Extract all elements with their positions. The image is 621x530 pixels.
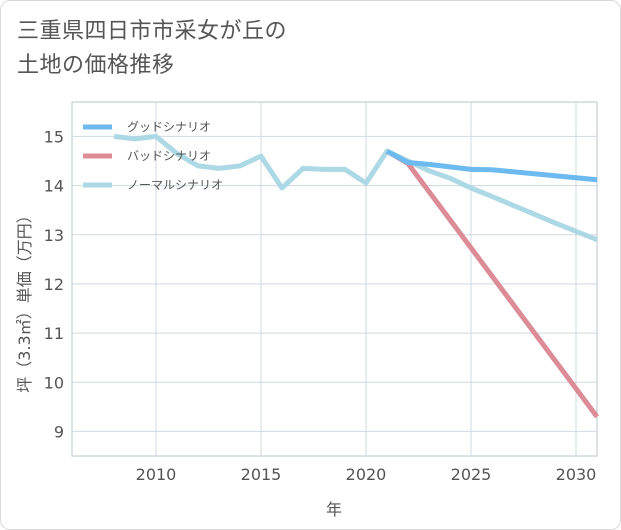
legend-label: バッドシナリオ <box>127 149 211 163</box>
series-line-0 <box>113 133 598 243</box>
chart-title: 三重県四日市市采女が丘の 土地の価格推移 <box>17 15 287 83</box>
x-tick-label: 2030 <box>556 465 597 484</box>
legend-label: グッドシナリオ <box>127 120 211 134</box>
legend-entry: ノーマルシナリオ <box>83 178 223 192</box>
series-lines <box>113 133 600 419</box>
x-tick-label: 2020 <box>346 465 387 484</box>
y-axis-label: 坪（3.3㎡）単価（万円） <box>15 207 34 392</box>
plot-area <box>71 101 598 457</box>
legend-label: ノーマルシナリオ <box>127 178 223 192</box>
y-tick-label: 11 <box>44 324 64 343</box>
y-tick-label: 13 <box>44 226 64 245</box>
y-tick-labels: 9 10 11 12 13 14 15 <box>44 127 64 441</box>
x-tick-label: 2010 <box>136 465 177 484</box>
x-tick-label: 2015 <box>241 465 282 484</box>
x-tick-labels: 2010 2015 2020 2025 2030 <box>136 465 597 484</box>
chart-title-line1: 三重県四日市市采女が丘の <box>17 19 288 44</box>
series-line-2 <box>385 148 598 183</box>
y-tick-label: 14 <box>44 177 64 196</box>
x-tick-label: 2025 <box>451 465 492 484</box>
x-axis-label: 年 <box>326 500 342 519</box>
y-tick-label: 9 <box>54 422 64 441</box>
grid <box>72 102 597 456</box>
y-tick-label: 12 <box>44 275 64 294</box>
chart-title-line2: 土地の価格推移 <box>17 53 175 78</box>
y-tick-label: 10 <box>44 373 64 392</box>
y-tick-label: 15 <box>44 127 64 146</box>
legend-entry: グッドシナリオ <box>83 120 211 134</box>
legend-entry: バッドシナリオ <box>83 149 211 163</box>
